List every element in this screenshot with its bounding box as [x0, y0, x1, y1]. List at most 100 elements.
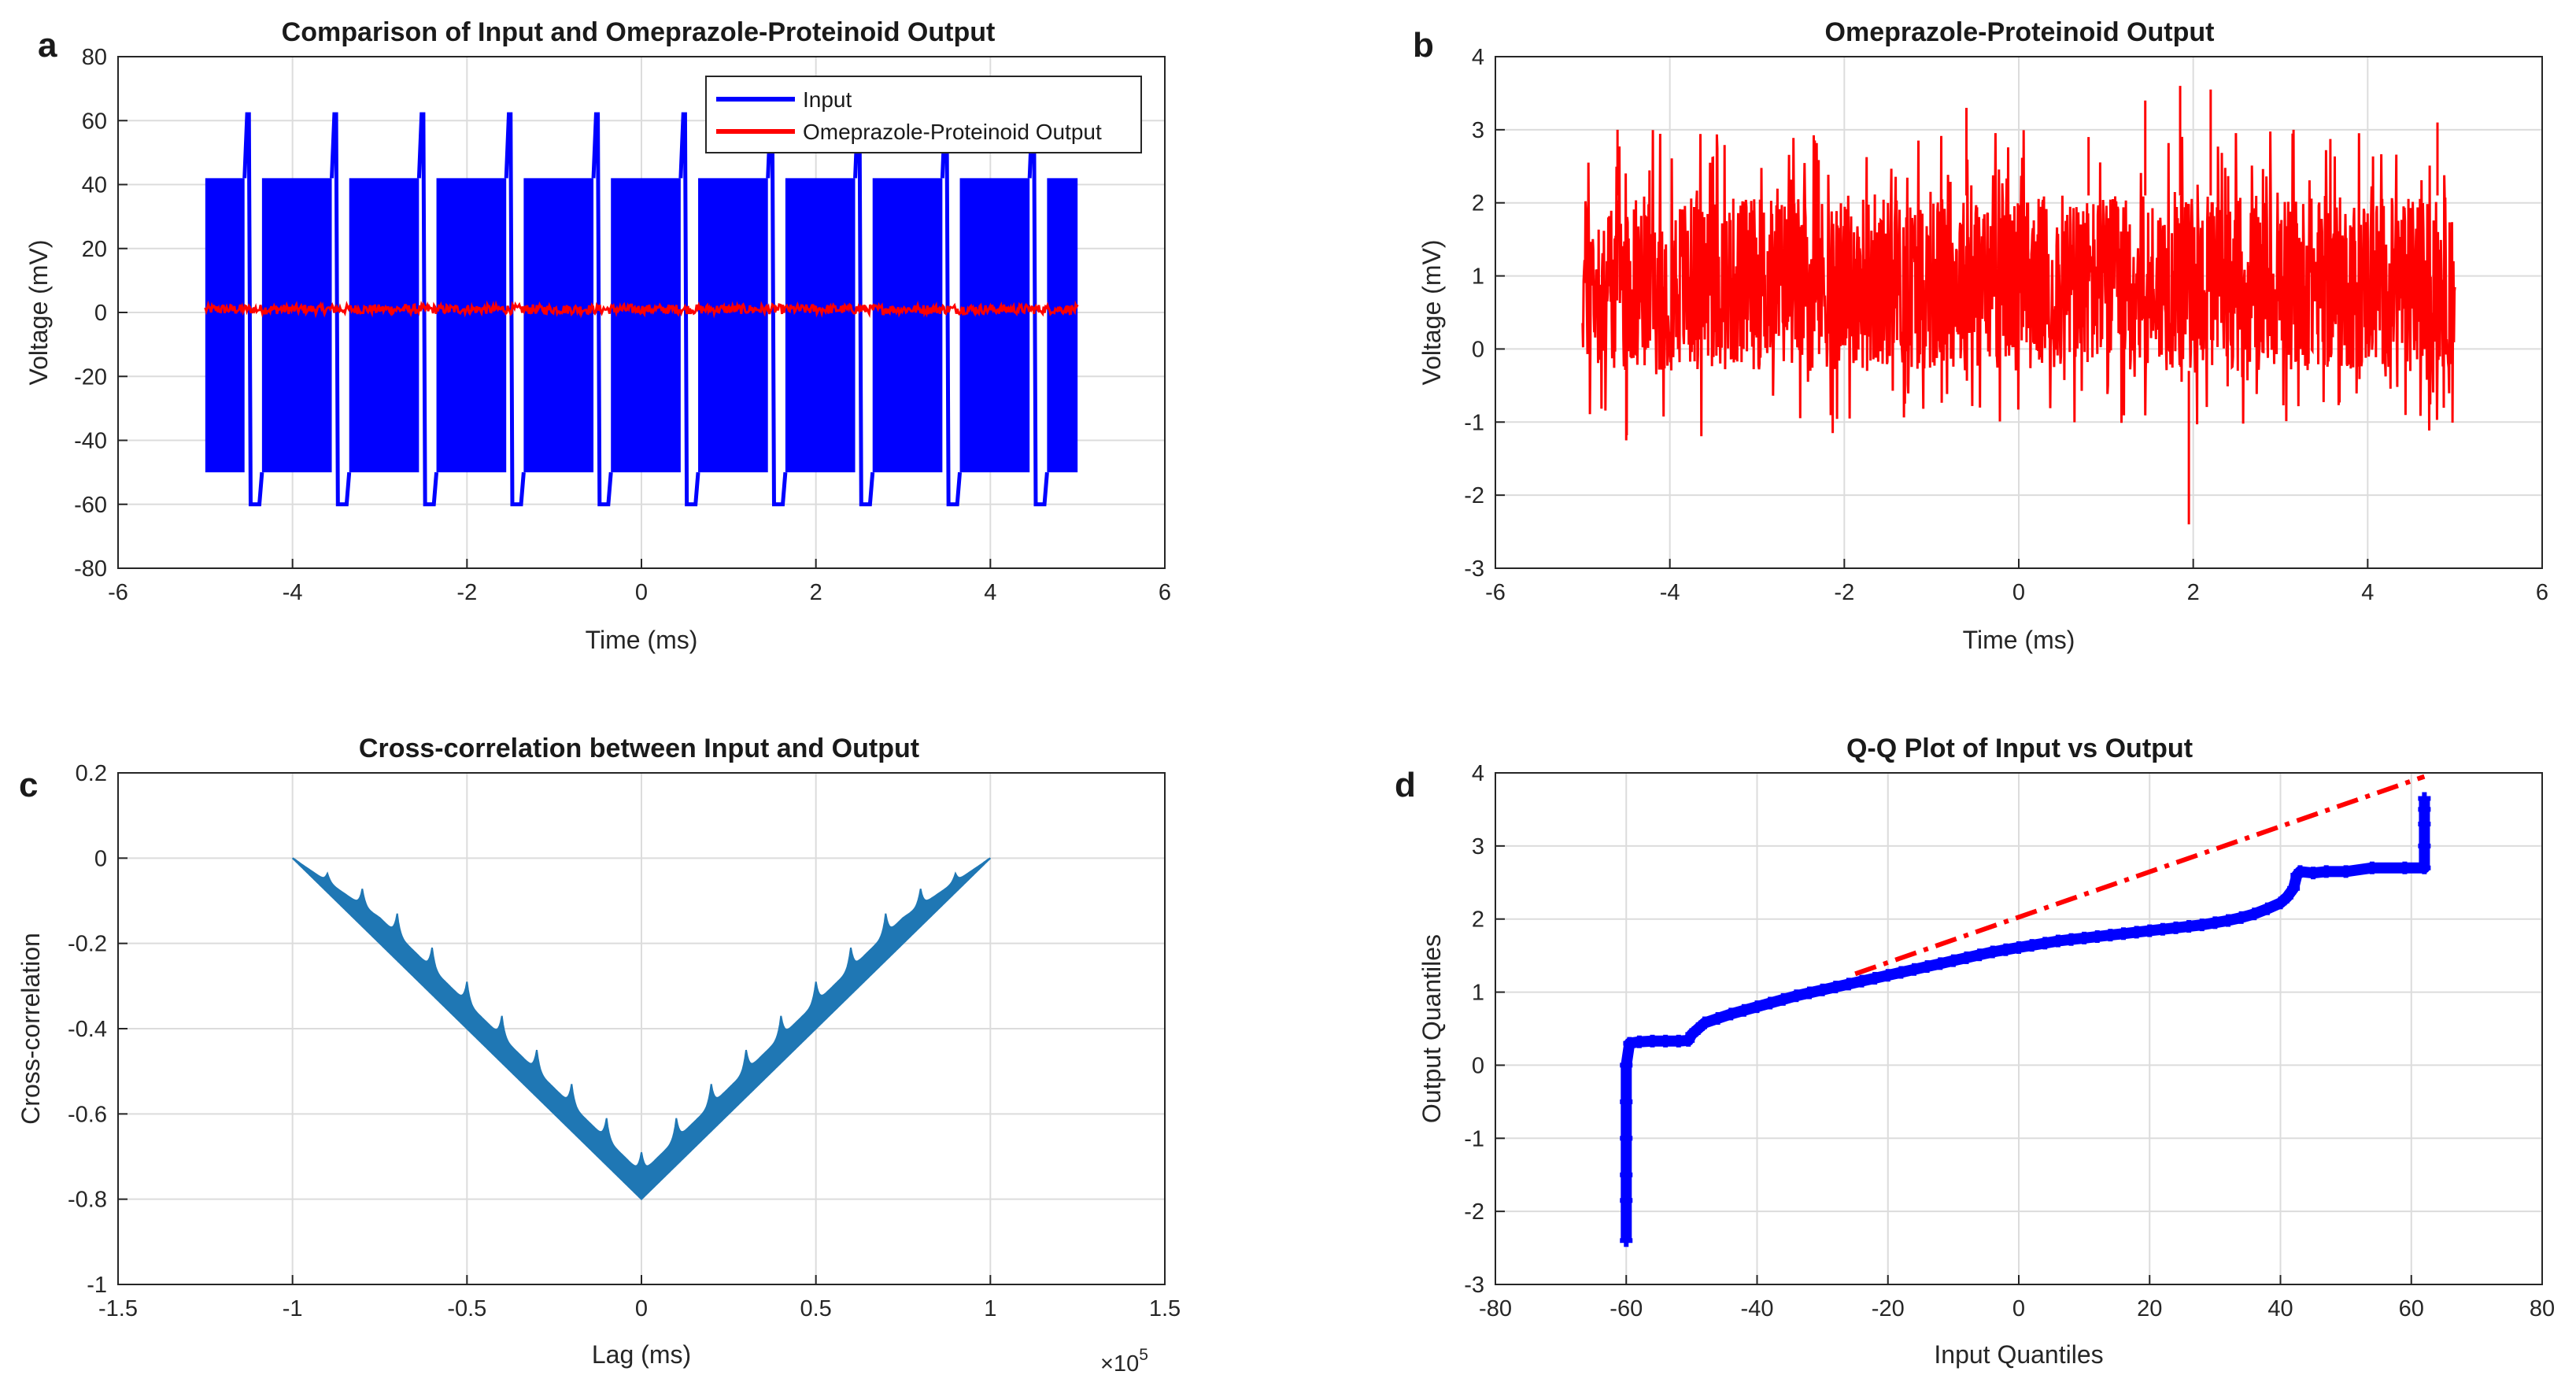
panel-d-y-ticks: -3 -2 -1 0 1 2 3 4 — [1464, 761, 1505, 1298]
x-tick-label: -2 — [456, 580, 477, 605]
panel-b-y-label: Voltage (mV) — [1417, 240, 1446, 386]
qq-point — [1842, 978, 1855, 991]
legend-input-label: Input — [803, 87, 852, 112]
y-tick-label: 4 — [1472, 761, 1484, 786]
x-tick-label: 0 — [635, 580, 648, 605]
x-tick-label: 60 — [2399, 1296, 2424, 1321]
input-gap — [1029, 176, 1048, 475]
y-tick-label: -60 — [74, 493, 107, 518]
panel-b-x-label: Time (ms) — [1963, 626, 2075, 654]
qq-point — [1620, 1194, 1633, 1207]
y-tick-label: 3 — [1472, 118, 1484, 143]
y-tick-label: -2 — [1464, 483, 1484, 508]
x-tick-label: 1.5 — [1149, 1296, 1181, 1321]
qq-point — [2418, 861, 2431, 874]
qq-point — [1737, 1003, 1750, 1017]
panel-b-title: Omeprazole-Proteinoid Output — [1825, 17, 2215, 47]
panel-c-title: Cross-correlation between Input and Outp… — [359, 734, 919, 763]
qq-point — [2222, 914, 2234, 927]
qq-point — [2339, 865, 2352, 878]
panel-d-title: Q-Q Plot of Input vs Output — [1846, 734, 2193, 763]
x-tick-label: -0.5 — [447, 1296, 486, 1321]
x-tick-label: -40 — [1741, 1296, 1774, 1321]
x-tick-label: 0 — [2012, 580, 2025, 605]
qq-point — [1620, 1059, 1633, 1072]
y-tick-label: -3 — [1464, 1273, 1484, 1298]
y-tick-label: 0 — [94, 846, 107, 871]
panel-c-x-scale-label: ×105 — [1100, 1346, 1148, 1377]
qq-point — [2398, 861, 2412, 874]
panel-a-legend: Input Omeprazole-Proteinoid Output — [705, 76, 1142, 153]
input-gap — [593, 176, 612, 475]
x-tick-label: -20 — [1872, 1296, 1905, 1321]
output-signal-line — [1581, 129, 2456, 437]
y-tick-label: 80 — [82, 45, 107, 70]
x-tick-label: -6 — [108, 580, 128, 605]
qq-point — [1711, 1012, 1724, 1025]
qq-point — [2156, 922, 2169, 936]
input-gap — [942, 176, 960, 475]
qq-point — [2418, 803, 2431, 816]
qq-point — [1698, 1016, 1711, 1029]
y-tick-label: 1 — [1472, 264, 1484, 290]
x-tick-label: 40 — [2267, 1296, 2293, 1321]
qq-point — [2307, 867, 2320, 880]
panel-c-x-label: Lag (ms) — [592, 1340, 691, 1369]
y-tick-label: 1 — [1472, 981, 1484, 1006]
panel-c-x-ticks: -1.5 -1 -0.5 0 0.5 1 1.5 — [98, 1275, 1181, 1321]
x-tick-label: -80 — [1479, 1296, 1512, 1321]
y-tick-label: 20 — [82, 237, 107, 262]
panel-a-x-ticks: -6 -4 -2 0 2 4 6 — [108, 559, 1171, 605]
panel-b-output: b Omeprazole-Proteinoid Output -6 -4 -2 0 2 4… — [1413, 17, 2548, 654]
panel-c-cross-correlation: c Cross-correlation between Input and Ou… — [17, 734, 1181, 1377]
panel-b-letter: b — [1413, 26, 1434, 65]
panel-d-grid — [1495, 772, 2543, 1285]
qq-point — [1620, 1095, 1633, 1108]
panel-c-grid — [117, 772, 1166, 1285]
qq-point — [2287, 881, 2301, 895]
x-tick-label: 80 — [2530, 1296, 2555, 1321]
x-tick-label: 4 — [984, 580, 996, 605]
x-tick-label: 6 — [2536, 580, 2548, 605]
x-tick-label: 2 — [810, 580, 822, 605]
panel-a-plot-area — [204, 112, 1079, 507]
panel-c-y-ticks: -1 -0.8 -0.6 -0.4 -0.2 0 0.2 — [68, 761, 128, 1298]
input-gap — [419, 176, 437, 475]
qq-point — [2090, 930, 2104, 943]
qq-point — [2064, 933, 2078, 946]
qq-point — [2280, 890, 2293, 904]
qq-point — [2319, 865, 2333, 878]
y-tick-label: -2 — [1464, 1199, 1484, 1225]
qq-point — [1750, 1000, 1764, 1014]
y-tick-label: -80 — [74, 556, 107, 582]
qq-point — [2038, 937, 2052, 950]
input-gap — [331, 176, 349, 475]
qq-point — [1934, 957, 1947, 970]
qq-point — [1620, 1168, 1633, 1181]
panel-b-plot-area — [1581, 86, 2456, 525]
cross-correlation-band — [291, 857, 992, 1201]
y-tick-label: -1 — [87, 1273, 107, 1298]
qq-point — [1973, 948, 1987, 962]
qq-point — [2182, 920, 2196, 933]
panel-a-y-label: Voltage (mV) — [24, 240, 53, 386]
qq-point — [2169, 921, 2182, 934]
y-tick-label: -0.8 — [68, 1188, 107, 1213]
x-tick-label: -1.5 — [98, 1296, 138, 1321]
qq-point — [2418, 792, 2431, 805]
qq-point — [1659, 1034, 1672, 1048]
qq-point — [1646, 1034, 1659, 1048]
y-tick-label: 60 — [82, 109, 107, 134]
x-tick-label: 0 — [2012, 1296, 2025, 1321]
panel-a-letter: a — [38, 26, 57, 65]
legend-box — [705, 76, 1142, 153]
panel-d-plot-area — [1620, 774, 2431, 1247]
qq-points-trace — [1621, 798, 2430, 1241]
panel-b-y-ticks: -3 -2 -1 0 1 2 3 4 — [1464, 45, 1505, 582]
panel-a-input-vs-output: a Comparison of Input and Omeprazole-Pro… — [24, 17, 1171, 654]
y-tick-label: 0 — [94, 301, 107, 326]
y-tick-label: 3 — [1472, 834, 1484, 859]
y-tick-label: 2 — [1472, 191, 1484, 216]
input-gap — [767, 176, 785, 475]
panel-c-x-scale-exponent: 5 — [1139, 1346, 1148, 1364]
